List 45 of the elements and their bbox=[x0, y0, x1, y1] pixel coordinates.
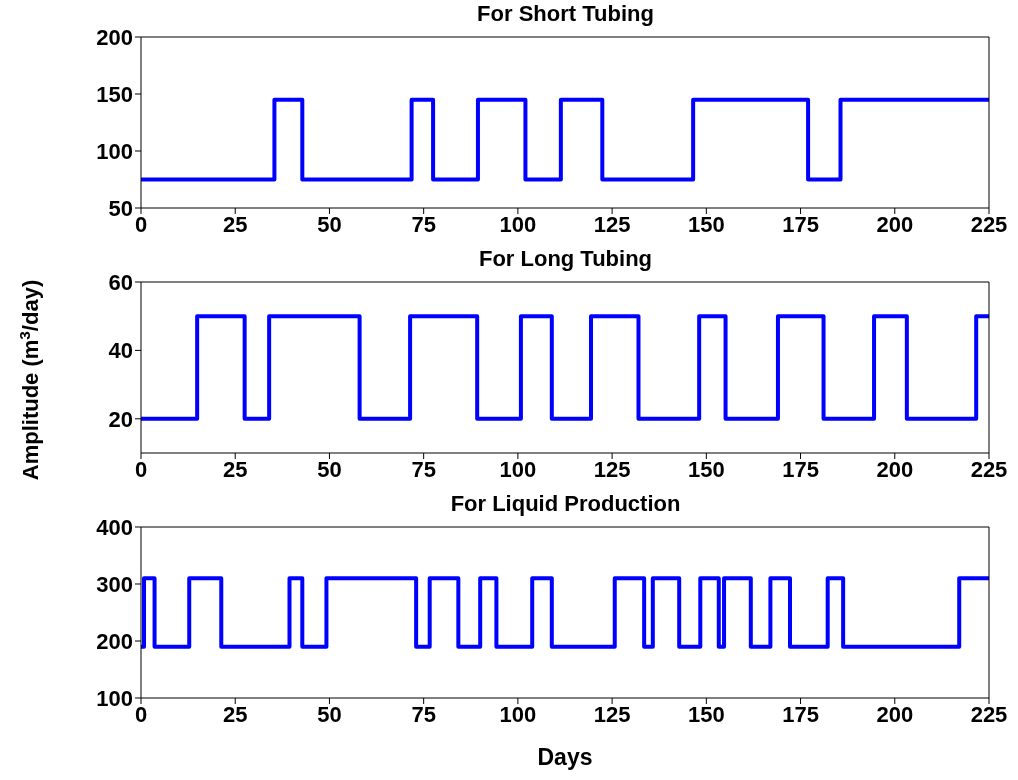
x-tick-label: 150 bbox=[687, 456, 725, 482]
x-tick-label: 75 bbox=[411, 211, 436, 237]
y-tick-label: 150 bbox=[96, 81, 133, 107]
y-tick-label: 100 bbox=[96, 138, 133, 164]
x-tick-label: 0 bbox=[134, 211, 148, 237]
x-axis-title: Days bbox=[537, 744, 593, 770]
x-tick-label: 50 bbox=[317, 211, 342, 237]
y-tick-label: 100 bbox=[96, 685, 133, 711]
x-tick-label: 200 bbox=[876, 211, 914, 237]
y-tick-label: 40 bbox=[108, 338, 133, 364]
x-tick-label: 50 bbox=[317, 701, 342, 727]
x-tick-label: 225 bbox=[970, 211, 1008, 237]
y-tick-label: 300 bbox=[96, 571, 133, 597]
x-tick-label: 75 bbox=[411, 456, 436, 482]
x-tick-label: 100 bbox=[499, 211, 537, 237]
chart-title: For Long Tubing bbox=[477, 245, 654, 273]
x-tick-label: 125 bbox=[593, 701, 631, 727]
x-tick-label: 25 bbox=[222, 456, 248, 482]
x-tick-label: 25 bbox=[222, 701, 248, 727]
y-tick-label: 400 bbox=[96, 514, 133, 540]
x-tick-label: 25 bbox=[222, 211, 248, 237]
y-tick-label: 60 bbox=[108, 269, 133, 295]
y-tick-label: 20 bbox=[108, 406, 133, 432]
x-tick-label: 200 bbox=[876, 701, 914, 727]
x-tick-label: 225 bbox=[970, 456, 1008, 482]
x-tick-label: 150 bbox=[687, 701, 725, 727]
x-tick-label: 50 bbox=[317, 456, 342, 482]
x-tick-label: 225 bbox=[970, 701, 1008, 727]
x-tick-label: 75 bbox=[411, 701, 436, 727]
chart-title: For Liquid Production bbox=[449, 490, 682, 518]
x-tick-label: 125 bbox=[593, 211, 631, 237]
x-tick-label: 150 bbox=[687, 211, 725, 237]
y-tick-label: 50 bbox=[108, 195, 133, 221]
chart-title: For Short Tubing bbox=[476, 0, 655, 28]
x-tick-label: 200 bbox=[876, 456, 914, 482]
x-tick-label: 175 bbox=[782, 701, 819, 727]
y-tick-label: 200 bbox=[96, 24, 133, 50]
x-tick-label: 0 bbox=[134, 456, 148, 482]
x-tick-label: 175 bbox=[782, 456, 819, 482]
x-tick-label: 175 bbox=[782, 211, 819, 237]
x-tick-label: 100 bbox=[499, 701, 537, 727]
x-tick-label: 100 bbox=[499, 456, 537, 482]
x-tick-label: 125 bbox=[593, 456, 631, 482]
y-tick-label: 200 bbox=[96, 628, 133, 654]
x-tick-label: 0 bbox=[134, 701, 148, 727]
